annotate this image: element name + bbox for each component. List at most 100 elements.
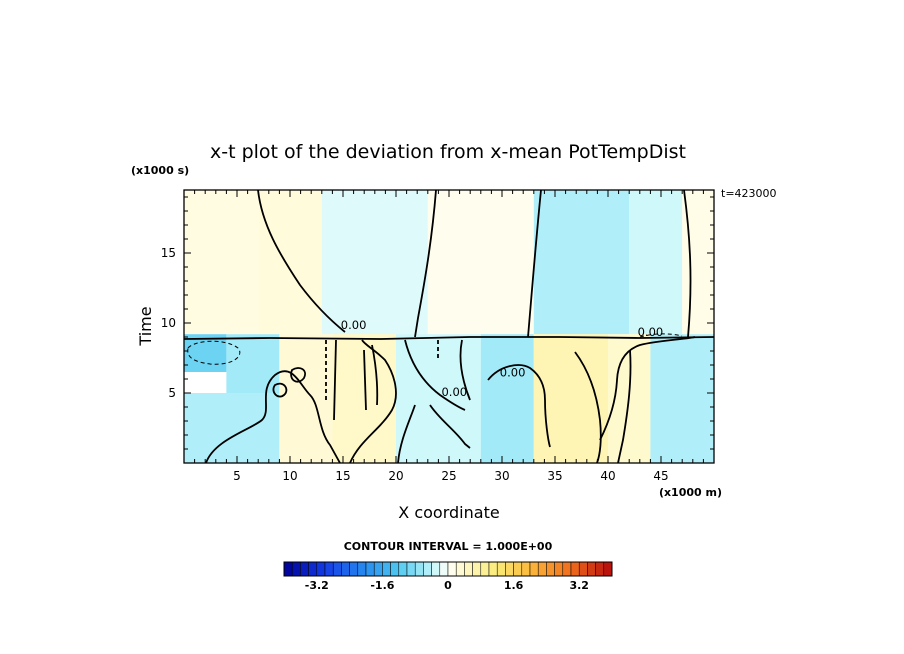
colorbar-cell — [488, 561, 498, 577]
colorbar-tick-label: 3.2 — [569, 579, 589, 592]
x-axis-label: X coordinate — [398, 503, 499, 522]
contour-line — [459, 339, 471, 401]
plot-area: 0.00 0.00 0.00 0.00 5 10 15 20 25 30 35 40 45 5 10 15 — [161, 189, 715, 483]
y-tick-label: 15 — [161, 246, 176, 260]
contour-line — [187, 340, 241, 365]
colorbar-cell — [587, 561, 596, 577]
colorbar-cell — [316, 561, 326, 577]
colorbar-cell — [390, 561, 400, 577]
colorbar-cell — [414, 561, 424, 577]
field-cell — [321, 190, 428, 335]
colorbar-tick-label: 1.6 — [504, 579, 524, 592]
colorbar-cell — [398, 561, 408, 577]
field-cell — [184, 334, 227, 372]
field-cell — [258, 190, 322, 335]
colorbar-cell — [357, 561, 367, 577]
colorbar-tick-label: -1.6 — [370, 579, 394, 592]
colorbar-cell — [537, 561, 547, 577]
x-tick-label: 45 — [653, 469, 668, 483]
colorbar-tick-label: -3.2 — [305, 579, 329, 592]
contour-line — [333, 339, 337, 421]
colorbar-cell — [308, 561, 318, 577]
field-cell — [226, 334, 280, 393]
colorbar-cell — [341, 561, 350, 577]
shaded-field — [184, 190, 714, 463]
colorbar-cell — [603, 561, 613, 577]
y-tick-label: 10 — [161, 316, 176, 330]
x-tick-label: 40 — [600, 469, 615, 483]
contour-label: 0.00 — [441, 385, 467, 399]
x-tick-label: 10 — [282, 469, 297, 483]
colorbar: -3.2 -1.6 0 1.6 3.2 — [283, 561, 613, 592]
colorbar-cell — [554, 561, 564, 577]
x-tick-label: 30 — [494, 469, 509, 483]
colorbar-cell — [595, 561, 605, 577]
contour-interval-label: CONTOUR INTERVAL = 1.000E+00 — [344, 540, 553, 553]
contour-line — [205, 370, 341, 463]
contour-line — [527, 190, 542, 338]
colorbar-cell — [406, 561, 416, 577]
x-tick-label: 35 — [547, 469, 562, 483]
contour-line — [617, 349, 632, 463]
field-cell — [184, 190, 259, 335]
contour-label: 0.00 — [341, 318, 367, 332]
field-cell — [650, 334, 714, 463]
contour-label: 0.00 — [638, 325, 664, 339]
colorbar-tick-label: 0 — [444, 579, 452, 592]
y-axis-ticks: 5 10 15 — [161, 196, 714, 450]
colorbar-cell — [423, 561, 432, 577]
contour-line — [414, 190, 437, 338]
x-tick-label: 15 — [335, 469, 350, 483]
field-cell — [629, 190, 683, 335]
field-cell — [184, 393, 280, 463]
field-cell — [480, 334, 534, 463]
colorbar-frame — [283, 561, 613, 577]
contour-line — [397, 404, 416, 463]
contour-line — [574, 351, 602, 463]
contour-line — [487, 364, 551, 448]
contour-line — [290, 367, 306, 383]
colorbar-cell — [324, 561, 334, 577]
field-cell — [427, 190, 534, 335]
contour-line — [404, 339, 466, 411]
colorbar-cell — [480, 561, 490, 577]
contour-line — [683, 190, 692, 338]
colorbar-cell — [464, 561, 473, 577]
y-tick-label: 5 — [168, 386, 176, 400]
field-cell — [279, 334, 333, 463]
colorbar-cell — [332, 561, 342, 577]
colorbar-cell — [521, 561, 531, 577]
contour-label: 0.00 — [500, 365, 526, 379]
contour-line — [429, 404, 471, 449]
colorbar-cell — [365, 561, 375, 577]
x-tick-label: 25 — [441, 469, 456, 483]
colorbar-cell — [300, 561, 309, 577]
contour-lines — [184, 190, 714, 463]
contour-line — [184, 336, 714, 340]
colorbar-cell — [455, 561, 465, 577]
contour-line — [272, 382, 288, 398]
negative-contours — [187, 333, 683, 365]
colorbar-cell — [505, 561, 514, 577]
time-stamp: t=423000 — [721, 187, 777, 200]
contour-line — [371, 344, 379, 406]
x-tick-label: 20 — [388, 469, 403, 483]
colorbar-cell — [349, 561, 359, 577]
contour-line — [257, 190, 346, 333]
colorbar-cell — [472, 561, 482, 577]
colorbar-cell — [447, 561, 457, 577]
contour-line — [639, 333, 683, 338]
colorbar-cell — [431, 561, 441, 577]
y-axis-label: Time — [136, 306, 155, 346]
colorbar-cell — [529, 561, 539, 577]
contour-labels: 0.00 0.00 0.00 0.00 — [341, 318, 664, 399]
colorbar-cell — [439, 561, 449, 577]
x-axis-ticks: 5 10 15 20 25 30 35 40 45 — [183, 190, 715, 483]
x-tick-label: 5 — [233, 469, 241, 483]
colorbar-cell — [578, 561, 588, 577]
colorbar-cell — [546, 561, 555, 577]
colorbar-cell — [513, 561, 523, 577]
colorbar-cell — [373, 561, 383, 577]
colorbar-cell — [496, 561, 506, 577]
